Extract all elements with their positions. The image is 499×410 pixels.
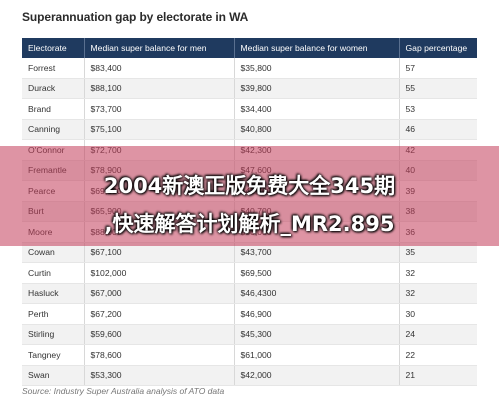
table-cell: $46,900 bbox=[234, 303, 400, 325]
table-cell: $53,300 bbox=[84, 365, 235, 386]
table-cell: $59,600 bbox=[84, 324, 235, 345]
watermark-line-2: ,快速解答计划解析_MR2.895 bbox=[104, 212, 395, 236]
table-cell: Brand bbox=[22, 98, 85, 120]
table-cell: $42,000 bbox=[234, 365, 400, 386]
table-cell: 21 bbox=[399, 365, 477, 386]
table-cell: $73,700 bbox=[84, 98, 235, 120]
table-row: Swan $53,300 $42,000 21 bbox=[22, 365, 477, 386]
table-cell: $88,100 bbox=[84, 78, 235, 99]
column-header: Electorate bbox=[22, 38, 85, 58]
table-cell: $83,400 bbox=[84, 58, 235, 79]
column-header: Median super balance for women bbox=[234, 38, 400, 58]
table-cell: 53 bbox=[399, 98, 477, 120]
table-row: Tangney $78,600 $61,000 22 bbox=[22, 344, 477, 366]
table-cell: Stirling bbox=[22, 324, 85, 345]
table-cell: $102,000 bbox=[84, 262, 235, 284]
table-row: Canning $75,100 $40,800 46 bbox=[22, 119, 477, 140]
table-title: Superannuation gap by electorate in WA bbox=[22, 10, 249, 24]
table-cell: 30 bbox=[399, 303, 477, 325]
table-row: Durack $88,100 $39,800 55 bbox=[22, 78, 477, 99]
table-cell: $40,800 bbox=[234, 119, 400, 140]
table-cell: $34,400 bbox=[234, 98, 400, 120]
table-cell: $69,500 bbox=[234, 262, 400, 284]
column-header: Gap percentage bbox=[399, 38, 477, 58]
table-cell: 24 bbox=[399, 324, 477, 345]
table-row: Forrest $83,400 $35,800 57 bbox=[22, 58, 477, 79]
table-cell: 32 bbox=[399, 283, 477, 304]
table-cell: 55 bbox=[399, 78, 477, 99]
column-header: Median super balance for men bbox=[84, 38, 235, 58]
table-cell: 22 bbox=[399, 344, 477, 366]
table-cell: 35 bbox=[399, 242, 477, 263]
table-cell: $67,200 bbox=[84, 303, 235, 325]
table-cell: $67,000 bbox=[84, 283, 235, 304]
table-cell: $78,600 bbox=[84, 344, 235, 366]
table-cell: $67,100 bbox=[84, 242, 235, 263]
table-cell: Swan bbox=[22, 365, 85, 386]
watermark-banner bbox=[0, 146, 499, 246]
table-cell: $45,300 bbox=[234, 324, 400, 345]
table-cell: $43,700 bbox=[234, 242, 400, 263]
table-cell: $61,000 bbox=[234, 344, 400, 366]
table-cell: Hasluck bbox=[22, 283, 85, 304]
table-cell: 57 bbox=[399, 58, 477, 79]
table-cell: $75,100 bbox=[84, 119, 235, 140]
table-cell: Forrest bbox=[22, 58, 85, 79]
table-cell: 32 bbox=[399, 262, 477, 284]
table-row: Curtin $102,000 $69,500 32 bbox=[22, 262, 477, 284]
table-cell: Tangney bbox=[22, 344, 85, 366]
table-row: Brand $73,700 $34,400 53 bbox=[22, 98, 477, 120]
table-row: Perth $67,200 $46,900 30 bbox=[22, 303, 477, 325]
table-cell: $46,4300 bbox=[234, 283, 400, 304]
table-cell: $35,800 bbox=[234, 58, 400, 79]
table-row: Hasluck $67,000 $46,4300 32 bbox=[22, 283, 477, 304]
table-cell: Curtin bbox=[22, 262, 85, 284]
table-row: Cowan $67,100 $43,700 35 bbox=[22, 242, 477, 263]
table-cell: Perth bbox=[22, 303, 85, 325]
table-cell: Canning bbox=[22, 119, 85, 140]
table-header-row: Electorate Median super balance for men Me… bbox=[22, 38, 477, 58]
table-cell: Durack bbox=[22, 78, 85, 99]
table-cell: $39,800 bbox=[234, 78, 400, 99]
table-row: Stirling $59,600 $45,300 24 bbox=[22, 324, 477, 345]
table-cell: 46 bbox=[399, 119, 477, 140]
watermark-line-1: 2004新澳正版免费大全345期 bbox=[103, 174, 396, 198]
table-cell: Cowan bbox=[22, 242, 85, 263]
source-note: Source: Industry Super Australia analysi… bbox=[22, 386, 225, 396]
